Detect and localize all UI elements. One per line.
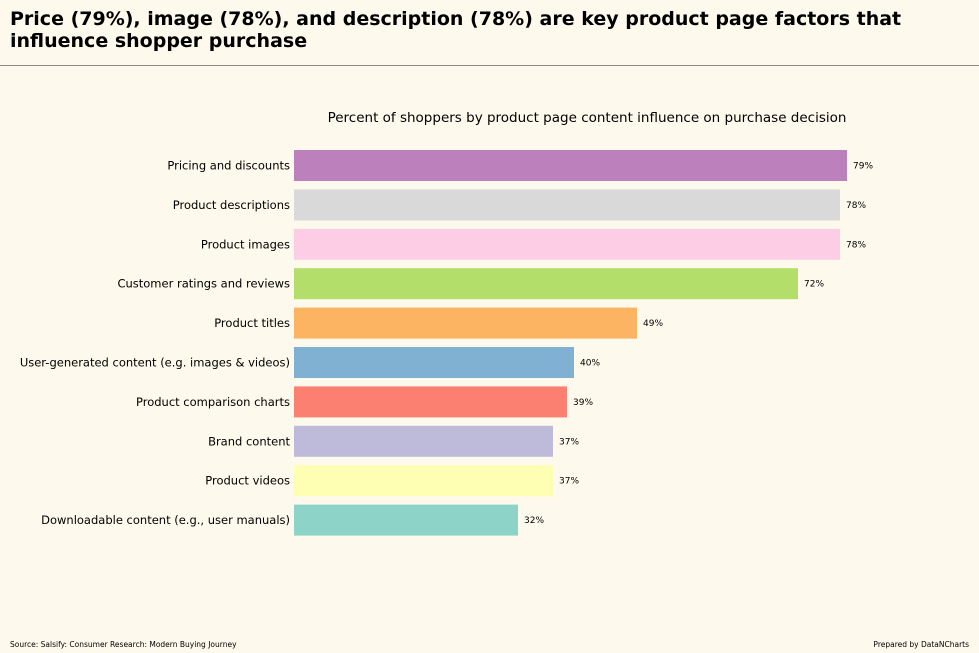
bar-4	[294, 307, 637, 339]
category-label-0: Pricing and discounts	[167, 159, 290, 173]
title-divider	[0, 65, 979, 66]
bar-7	[294, 425, 553, 457]
bar-3	[294, 268, 798, 300]
bar-1	[294, 189, 840, 221]
value-label-9: 32%	[524, 516, 544, 526]
bar-0	[294, 150, 847, 181]
value-label-1: 78%	[846, 201, 866, 211]
category-label-9: Downloadable content (e.g., user manuals…	[41, 513, 290, 527]
category-label-3: Customer ratings and reviews	[117, 277, 290, 291]
category-label-1: Product descriptions	[173, 198, 290, 212]
value-label-2: 78%	[846, 240, 866, 250]
bar-5	[294, 347, 574, 378]
category-label-5: User-generated content (e.g. images & vi…	[20, 356, 290, 370]
bar-2	[294, 228, 840, 260]
bar-9	[294, 504, 518, 536]
category-label-2: Product images	[201, 237, 290, 251]
chart-title: Percent of shoppers by product page cont…	[328, 110, 847, 126]
value-label-4: 49%	[643, 319, 663, 329]
bars-group: Pricing and discounts 79% Product descript…	[20, 150, 873, 536]
bar-6	[294, 386, 567, 418]
value-label-6: 39%	[573, 398, 593, 408]
value-label-8: 37%	[559, 477, 579, 487]
category-label-6: Product comparison charts	[136, 395, 290, 409]
value-label-7: 37%	[559, 437, 579, 447]
category-label-7: Brand content	[208, 434, 290, 448]
value-label-0: 79%	[853, 162, 873, 172]
category-label-8: Product videos	[205, 474, 290, 488]
credit-note: Prepared by DataNCharts	[873, 640, 969, 649]
source-note: Source: Salsify: Consumer Research: Mode…	[10, 640, 237, 649]
value-label-3: 72%	[804, 280, 824, 290]
value-label-5: 40%	[580, 359, 600, 369]
bar-8	[294, 465, 553, 497]
page-title: Price (79%), image (78%), and descriptio…	[10, 8, 902, 52]
category-label-4: Product titles	[214, 316, 290, 330]
